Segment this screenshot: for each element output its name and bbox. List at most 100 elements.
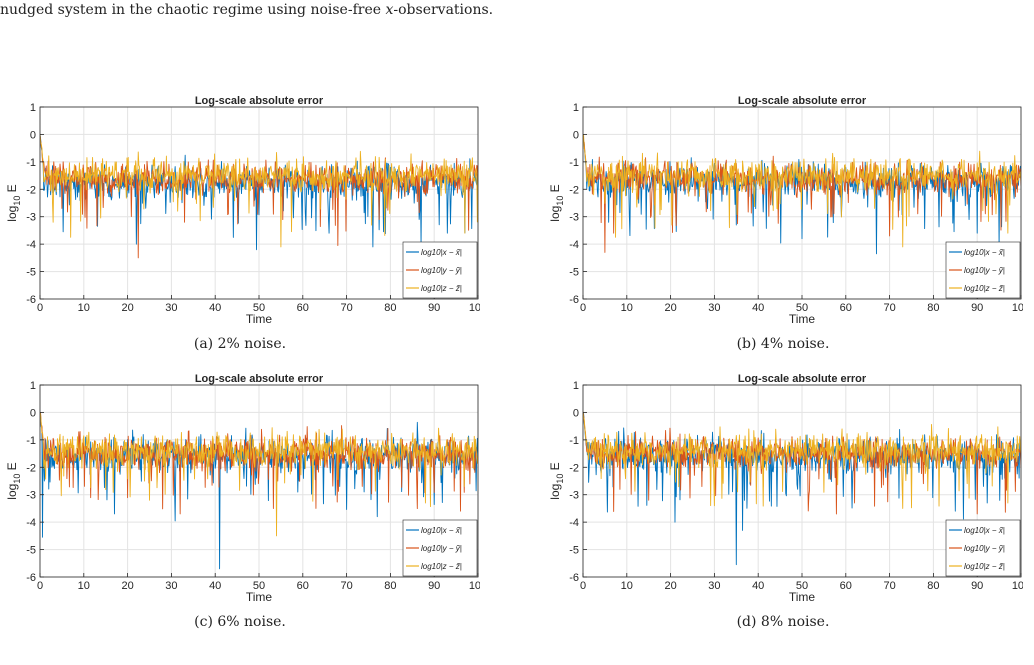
x-tick-label: 60 (297, 580, 309, 592)
y-tick-label: 1 (573, 102, 579, 114)
x-tick-label: 70 (883, 580, 895, 592)
y-tick-label: -4 (26, 517, 36, 529)
y-tick-label: -5 (569, 267, 579, 279)
x-tick-label: 70 (340, 580, 352, 592)
x-tick-label: 90 (971, 580, 983, 592)
caption-b: (b) 4% noise. (736, 336, 830, 352)
x-tick-label: 40 (209, 580, 221, 592)
x-tick-label: 90 (428, 580, 440, 592)
x-tick-label: 10 (78, 580, 90, 592)
x-tick-label: 50 (253, 302, 265, 314)
x-tick-label: 90 (428, 302, 440, 314)
series-line-3 (583, 134, 1021, 248)
x-tick-label: 0 (580, 302, 586, 314)
y-tick-label: -3 (26, 490, 36, 502)
x-tick-label: 10 (621, 580, 633, 592)
legend-label-1: log10|x − x̃| (964, 526, 1005, 535)
series-line-3 (583, 411, 1021, 509)
series-group (40, 134, 478, 259)
y-tick-label: -2 (569, 462, 579, 474)
y-axis-label-tail: E (5, 184, 19, 195)
intro-after: -observations. (393, 2, 494, 18)
x-axis-label: Time (246, 590, 273, 604)
legend-label-2: log10|y − ỹ| (964, 266, 1005, 275)
y-axis-label-tail: E (5, 462, 19, 473)
x-tick-label: 60 (840, 580, 852, 592)
y-tick-label: 0 (30, 129, 36, 141)
x-tick-label: 100 (469, 302, 480, 314)
legend: log10|x − x̃| log10|y − ỹ| log10|z − z̃| (402, 519, 478, 577)
x-tick-label: 50 (796, 302, 808, 314)
y-axis-label: log10 E (5, 184, 22, 221)
x-axis-label: Time (246, 312, 273, 326)
y-axis-label-main: log (5, 206, 19, 222)
y-tick-label: 1 (30, 102, 36, 114)
x-tick-label: 30 (708, 302, 720, 314)
x-tick-label: 20 (121, 302, 133, 314)
x-tick-label: 100 (1012, 302, 1023, 314)
x-tick-label: 30 (165, 302, 177, 314)
y-axis-label-sub: 10 (12, 196, 22, 206)
series-line-2 (40, 134, 478, 259)
y-tick-label: -6 (569, 294, 579, 306)
y-axis-label-main: log (548, 206, 562, 222)
y-tick-label: 0 (573, 407, 579, 419)
x-tick-label: 10 (621, 302, 633, 314)
y-axis-label-main: log (5, 484, 19, 500)
chart-panel-b: 0 10 20 30 40 50 60 70 80 90 100 -6 -5 -4 -3 -2 -1 0 1 Log-… (543, 95, 1023, 358)
chart-title: Log-scale absolute error (738, 373, 867, 385)
y-tick-label: 1 (30, 380, 36, 392)
y-tick-label: -1 (26, 435, 36, 447)
y-tick-label: 0 (573, 129, 579, 141)
y-axis-label-sub: 10 (555, 474, 565, 484)
x-tick-label: 20 (121, 580, 133, 592)
legend-label-2: log10|y − ỹ| (421, 266, 462, 275)
x-tick-label: 0 (580, 580, 586, 592)
x-tick-label: 70 (340, 302, 352, 314)
y-tick-label: -5 (26, 545, 36, 557)
x-tick-label: 50 (253, 580, 265, 592)
chart-a-plot: 0 10 20 30 40 50 60 70 80 90 100 -6 -5 -4 -3 -2 -1 0 1 Log-… (5, 95, 480, 326)
legend-label-3: log10|z − z̃| (964, 562, 1005, 571)
legend-label-1: log10|x − x̃| (421, 526, 462, 535)
x-tick-label: 100 (1012, 580, 1023, 592)
chart-d-plot: 0 10 20 30 40 50 60 70 80 90 100 -6 -5 -4 -3 -2 -1 0 1 Log-… (548, 373, 1023, 604)
x-tick-label: 20 (664, 302, 676, 314)
legend-label-3: log10|z − z̃| (421, 562, 462, 571)
y-axis-label: log10 E (548, 184, 565, 221)
y-axis-label: log10 E (548, 462, 565, 499)
y-tick-label: -2 (26, 184, 36, 196)
x-tick-label: 10 (78, 302, 90, 314)
chart-title: Log-scale absolute error (195, 373, 324, 385)
x-axis-label: Time (789, 312, 816, 326)
y-tick-label: -6 (569, 572, 579, 584)
chart-panel-a: 0 10 20 30 40 50 60 70 80 90 100 -6 -5 -4 -3 -2 -1 0 1 Log-… (0, 95, 480, 358)
chart-panel-d: 0 10 20 30 40 50 60 70 80 90 100 -6 -5 -4 -3 -2 -1 0 1 Log-… (543, 373, 1023, 636)
series-group (583, 134, 1021, 255)
y-tick-label: -3 (569, 490, 579, 502)
x-tick-label: 40 (752, 580, 764, 592)
chart-c-plot: 0 10 20 30 40 50 60 70 80 90 100 -6 -5 -4 -3 -2 -1 0 1 Log-… (5, 373, 480, 604)
x-tick-label: 60 (840, 302, 852, 314)
x-tick-label: 90 (971, 302, 983, 314)
y-tick-label: 0 (30, 407, 36, 419)
series-line-3 (40, 134, 478, 248)
x-tick-label: 40 (209, 302, 221, 314)
x-tick-label: 0 (37, 580, 43, 592)
legend-label-3: log10|z − z̃| (964, 284, 1005, 293)
legend-label-3: log10|z − z̃| (421, 284, 462, 293)
x-tick-label: 50 (796, 580, 808, 592)
caption-d: (d) 8% noise. (736, 614, 830, 630)
x-tick-label: 40 (752, 302, 764, 314)
x-tick-label: 70 (883, 302, 895, 314)
y-tick-label: -5 (569, 545, 579, 557)
y-axis-label-sub: 10 (555, 196, 565, 206)
y-tick-label: -3 (569, 212, 579, 224)
y-axis-label-tail: E (548, 184, 562, 195)
series-group (40, 411, 478, 570)
y-tick-label: -2 (569, 184, 579, 196)
legend: log10|x − x̃| log10|y − ỹ| log10|z − z̃| (945, 241, 1021, 299)
x-tick-label: 80 (384, 580, 396, 592)
y-tick-label: -1 (569, 157, 579, 169)
x-tick-label: 80 (927, 302, 939, 314)
